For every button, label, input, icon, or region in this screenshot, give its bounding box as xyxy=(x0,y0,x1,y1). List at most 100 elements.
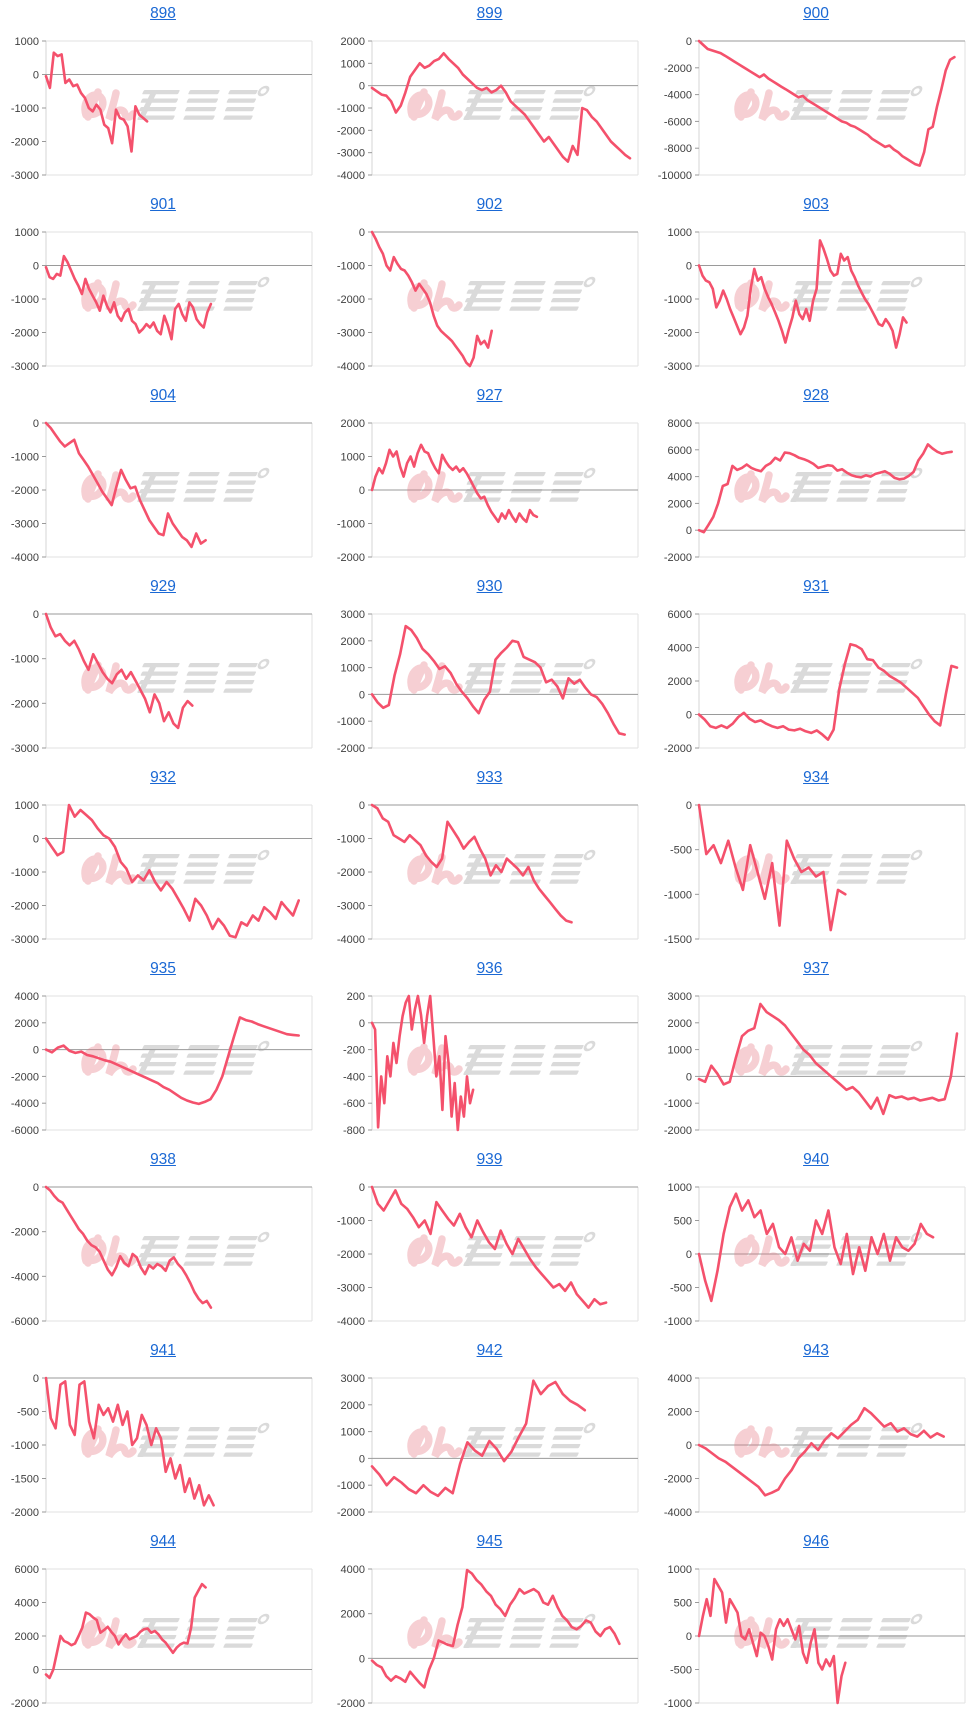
chart-link-904[interactable]: 904 xyxy=(150,387,176,404)
chart-link-942[interactable]: 942 xyxy=(476,1342,503,1359)
y-axis-tick-label: -3000 xyxy=(11,361,39,373)
chart-link-927[interactable]: 927 xyxy=(476,387,503,404)
chart-title-row: 944 xyxy=(0,1528,326,1555)
chart-link-931[interactable]: 931 xyxy=(803,578,829,595)
chart-link-928[interactable]: 928 xyxy=(803,387,829,404)
chart-link-946[interactable]: 946 xyxy=(803,1533,829,1550)
watermark-minrepo-logo xyxy=(81,276,270,313)
y-axis-tick-label: -3000 xyxy=(664,361,692,373)
y-axis-tick-label: 1000 xyxy=(15,800,39,812)
chart-link-902[interactable]: 902 xyxy=(476,196,503,213)
y-axis-tick-label: 1000 xyxy=(15,36,39,48)
y-axis-tick-label: -2000 xyxy=(337,294,365,306)
chart-link-934[interactable]: 934 xyxy=(803,769,829,786)
y-axis-tick-label: -4000 xyxy=(337,170,365,182)
chart-link-932[interactable]: 932 xyxy=(150,769,176,786)
chart-link-939[interactable]: 939 xyxy=(476,1151,503,1168)
watermark-pink-part xyxy=(734,1616,790,1650)
chart-link-935[interactable]: 935 xyxy=(150,960,176,977)
y-axis-tick-label: -1000 xyxy=(11,103,39,115)
chart-link-940[interactable]: 940 xyxy=(803,1151,829,1168)
chart-929-canvas: 0 -1000 -2000 -3000 xyxy=(11,609,313,755)
chart-945-canvas: 4000 2000 0 -2000 xyxy=(337,1564,639,1710)
watermark-gray-part xyxy=(790,276,923,311)
chart-title-row: 929 xyxy=(0,573,326,600)
y-axis-tick-label: -1000 xyxy=(337,1216,365,1228)
watermark-minrepo-logo xyxy=(734,85,923,122)
watermark-minrepo-logo xyxy=(407,1231,596,1268)
watermark-gray-part xyxy=(790,85,923,120)
y-axis-tick-label: -3000 xyxy=(11,170,39,182)
chart-title-row: 902 xyxy=(326,191,653,218)
watermark-minrepo-logo xyxy=(407,1422,596,1459)
chart-898-canvas: 1000 0 -1000 -2000 -3000 xyxy=(11,36,313,182)
chart-cell-946: 946 1000 500 0 -500 -1000 xyxy=(653,1528,979,1719)
chart-939-canvas: 0 -1000 -2000 -3000 -4000 xyxy=(337,1182,639,1328)
watermark-pink-part xyxy=(407,470,463,504)
y-axis-tick-label: -200 xyxy=(343,1045,365,1057)
chart-link-945[interactable]: 945 xyxy=(476,1533,503,1550)
y-axis-tick-label: -2000 xyxy=(664,1474,692,1486)
chart-cell-903: 903 1000 0 -1000 -2000 -3000 xyxy=(653,191,979,382)
y-axis-tick-label: -1500 xyxy=(11,1474,39,1486)
chart-cell-899: 899 2000 1000 0 -1000 -2000 -3000 -4000 xyxy=(326,0,653,191)
y-axis-tick-label: -6000 xyxy=(664,116,692,128)
chart-link-899[interactable]: 899 xyxy=(476,5,503,22)
watermark-gray-part xyxy=(137,467,270,502)
y-axis-tick-label: 0 xyxy=(359,689,365,701)
chart-link-937[interactable]: 937 xyxy=(803,960,829,977)
chart-link-936[interactable]: 936 xyxy=(476,960,503,977)
chart-cell-933: 933 0 -1000 -2000 -3000 -4000 xyxy=(326,764,653,955)
chart-link-901[interactable]: 901 xyxy=(150,196,176,213)
chart-link-929[interactable]: 929 xyxy=(150,578,176,595)
chart-937-canvas: 3000 2000 1000 0 -1000 -2000 xyxy=(664,991,966,1137)
y-axis-tick-label: -6000 xyxy=(11,1316,39,1328)
y-axis-tick-label: -1500 xyxy=(664,934,692,946)
y-axis-tick-label: -1000 xyxy=(11,867,39,879)
series-line-942 xyxy=(370,1379,587,1498)
y-axis-tick-label: 2000 xyxy=(341,1400,365,1412)
watermark-gray-part xyxy=(137,85,270,120)
chart-link-938[interactable]: 938 xyxy=(150,1151,176,1168)
y-axis-tick-label: -400 xyxy=(343,1071,365,1083)
chart-927-canvas: 2000 1000 0 -1000 -2000 xyxy=(337,418,639,564)
chart-link-933[interactable]: 933 xyxy=(476,769,503,786)
y-axis-tick-label: -6000 xyxy=(11,1125,39,1137)
chart-title-row: 945 xyxy=(326,1528,653,1555)
watermark-gray-part xyxy=(463,467,596,502)
series-line-935 xyxy=(44,1016,301,1106)
y-axis-tick-label: 0 xyxy=(686,36,692,48)
chart-930-canvas: 3000 2000 1000 0 -1000 -2000 xyxy=(337,609,639,755)
y-axis-tick-label: -2000 xyxy=(337,867,365,879)
y-axis-tick-label: 1000 xyxy=(15,227,39,239)
chart-cell-936: 936 200 0 -200 -400 -600 -800 xyxy=(326,955,653,1146)
y-axis-tick-label: 0 xyxy=(359,485,365,497)
chart-link-898[interactable]: 898 xyxy=(150,5,176,22)
watermark-minrepo-logo xyxy=(81,849,270,886)
chart-link-900[interactable]: 900 xyxy=(803,5,829,22)
y-axis-tick-label: 2000 xyxy=(341,636,365,648)
chart-link-930[interactable]: 930 xyxy=(476,578,503,595)
watermark-gray-part xyxy=(790,1613,923,1648)
y-axis-tick-label: -4000 xyxy=(11,552,39,564)
chart-title-row: 898 xyxy=(0,0,326,27)
series-line-928 xyxy=(697,443,954,534)
chart-cell-941: 941 0 -500 -1000 -1500 -2000 xyxy=(0,1337,326,1528)
chart-title-row: 946 xyxy=(653,1528,979,1555)
chart-933-canvas: 0 -1000 -2000 -3000 -4000 xyxy=(337,800,639,946)
chart-link-943[interactable]: 943 xyxy=(803,1342,829,1359)
chart-title-row: 940 xyxy=(653,1146,979,1173)
chart-link-903[interactable]: 903 xyxy=(803,196,829,213)
y-axis-tick-label: -2000 xyxy=(11,1227,39,1239)
y-axis-tick-label: -1000 xyxy=(664,294,692,306)
y-axis-tick-label: -3000 xyxy=(11,934,39,946)
chart-title-row: 937 xyxy=(653,955,979,982)
y-axis-tick-label: -10000 xyxy=(658,170,692,182)
watermark-minrepo-logo xyxy=(81,658,270,695)
chart-title-row: 931 xyxy=(653,573,979,600)
y-axis-tick-label: 0 xyxy=(33,1373,39,1385)
chart-link-941[interactable]: 941 xyxy=(150,1342,176,1359)
chart-link-944[interactable]: 944 xyxy=(150,1533,176,1550)
watermark-pink-part xyxy=(734,1043,790,1077)
y-axis-tick-label: -1000 xyxy=(664,1316,692,1328)
